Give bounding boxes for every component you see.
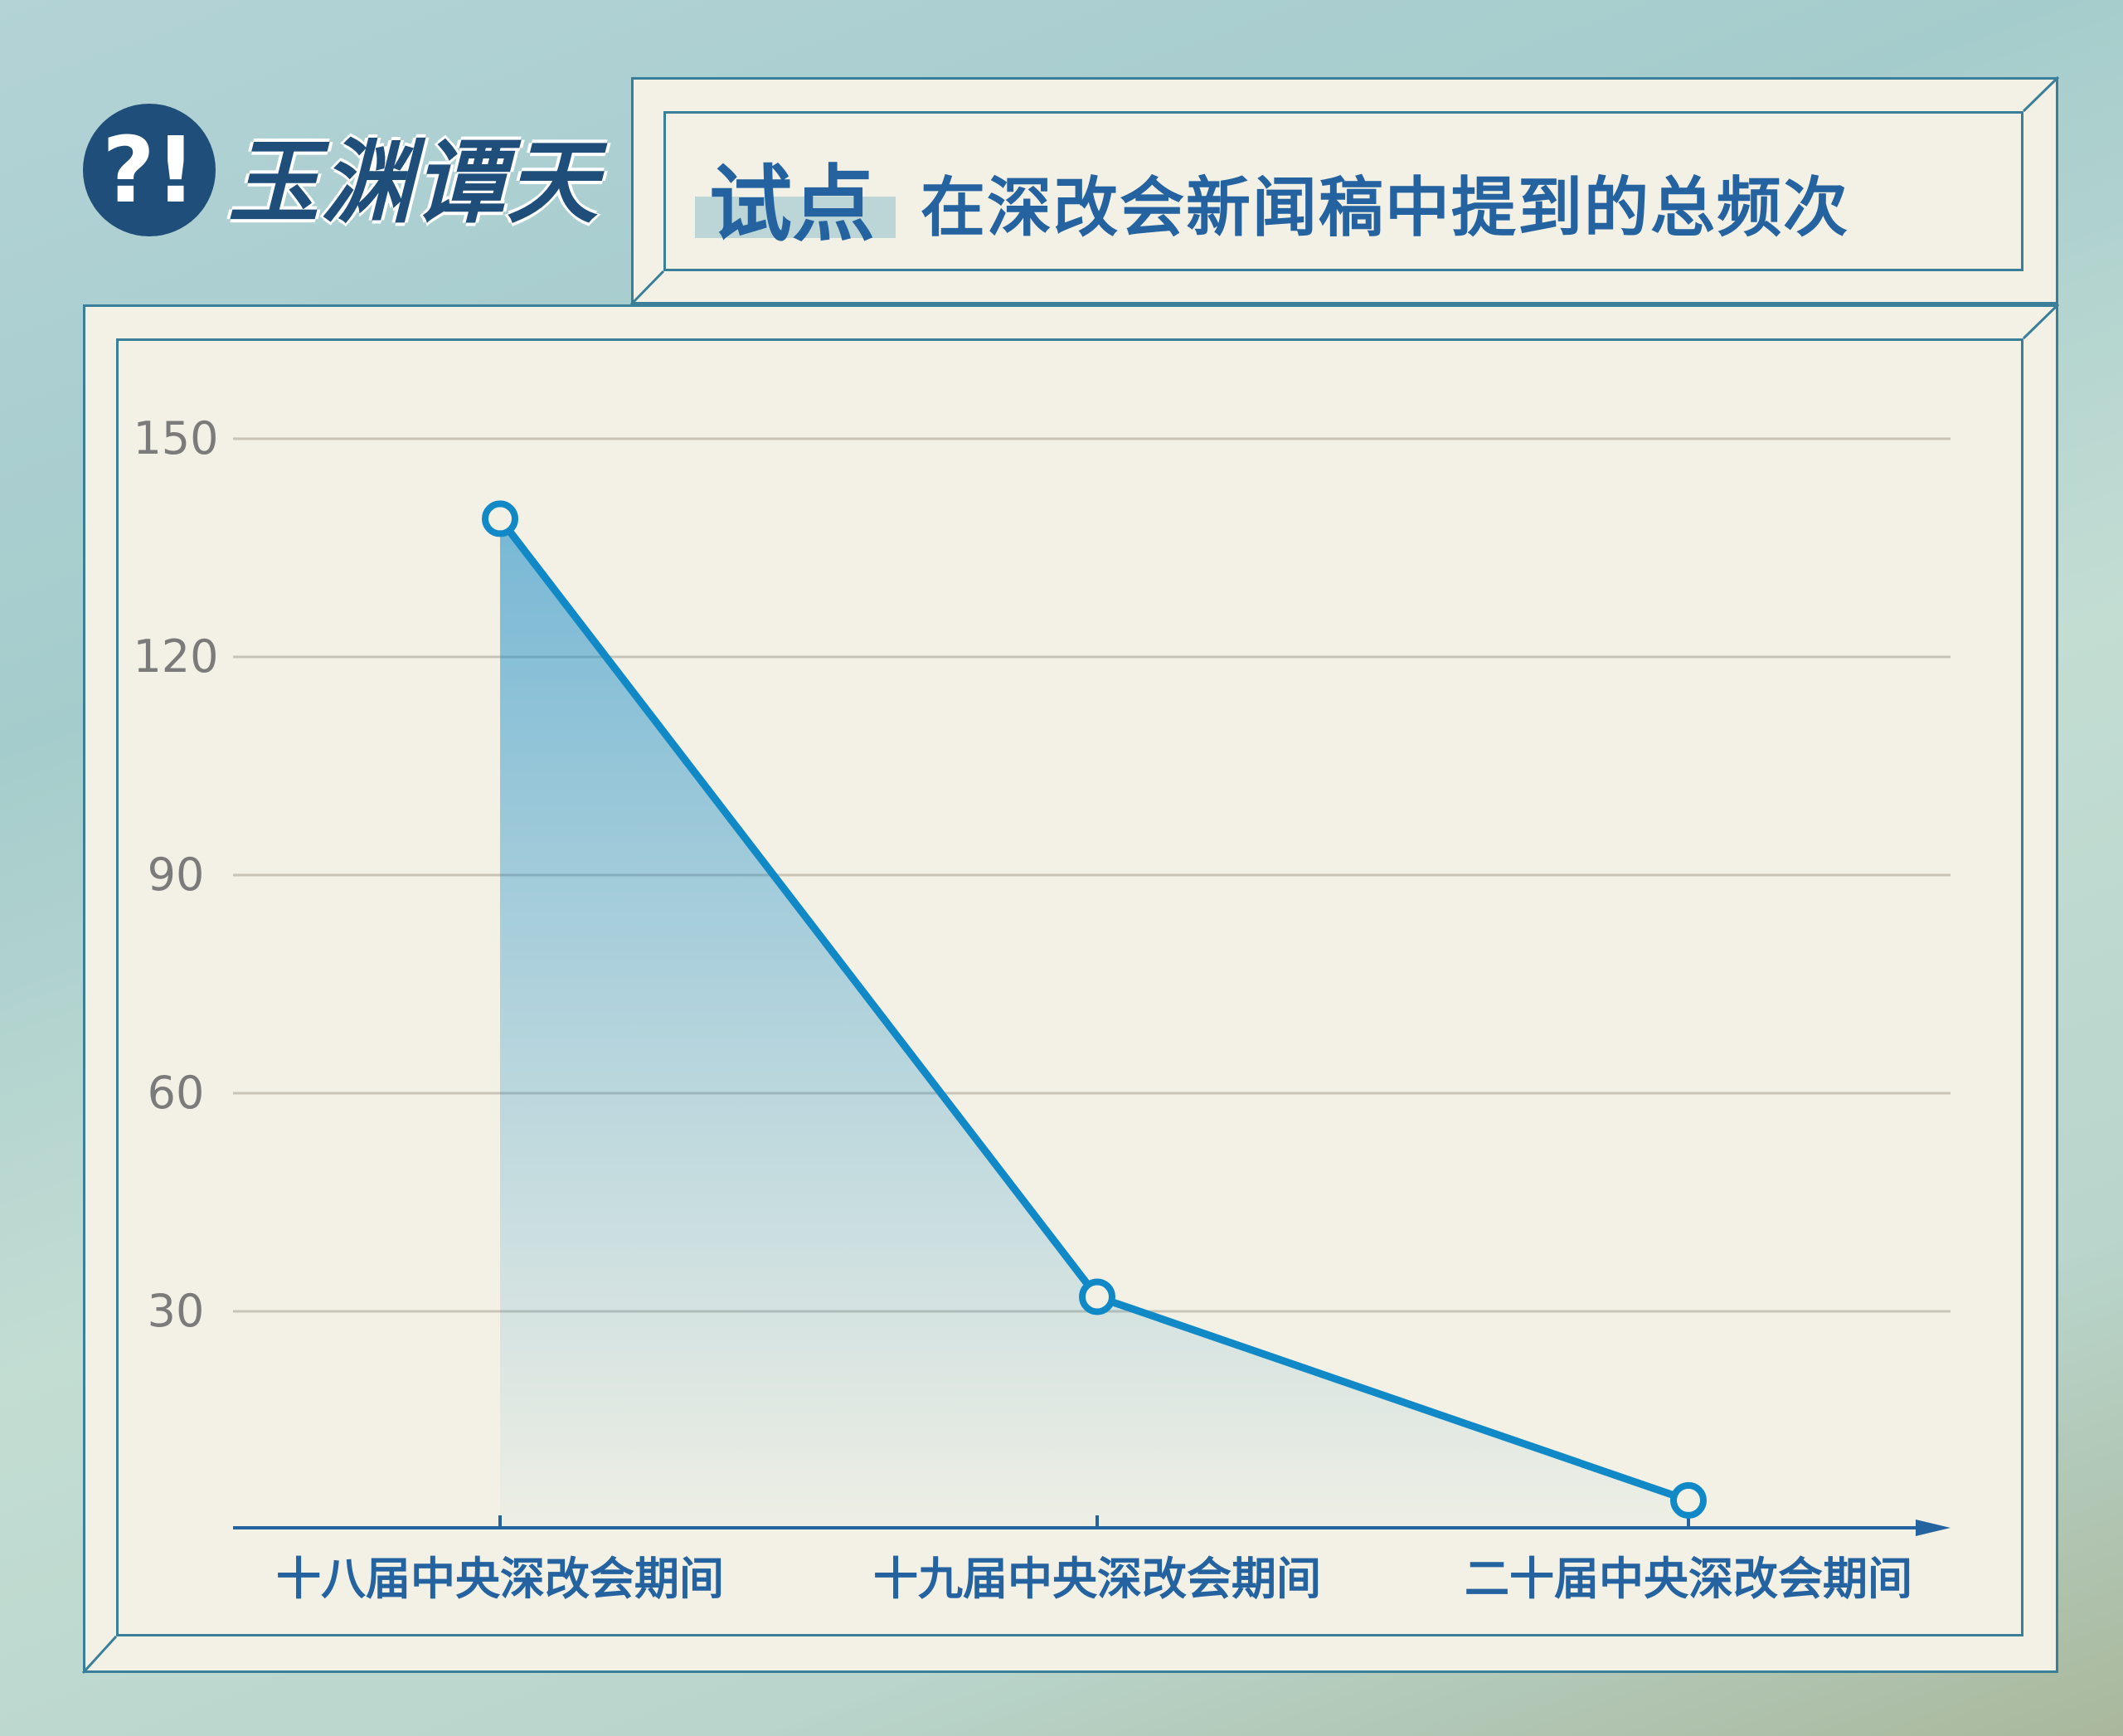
title-frame-inner — [663, 111, 2023, 271]
data-point — [1670, 1481, 1707, 1519]
title-highlight-text: 试点 — [709, 156, 875, 253]
data-point — [482, 500, 518, 537]
chart-frame-inner — [116, 338, 2023, 1636]
area-fill — [500, 518, 1688, 1529]
y-tick-label: 60 — [148, 1067, 205, 1119]
title-frame — [631, 77, 2058, 304]
x-tick-label: 十八届中央深改会期间 — [276, 1553, 724, 1605]
title-highlight — [695, 197, 896, 238]
chart-title: 在深改会新闻稿中提到的总频次 — [921, 171, 1850, 246]
y-tick-label: 120 — [133, 630, 218, 683]
y-tick-label: 150 — [133, 412, 218, 464]
x-axis-arrow-icon — [1916, 1520, 1951, 1536]
brand-name: 玉渊谭天 — [228, 129, 600, 236]
logo-mark-icon: ?! — [102, 117, 197, 223]
x-tick-label: 十九届中央深改会期间 — [873, 1553, 1321, 1605]
x-tick-label: 二十届中央深改会期间 — [1465, 1553, 1912, 1605]
data-point — [1079, 1278, 1115, 1315]
brand-logo: ?! — [83, 104, 216, 236]
y-tick-label: 90 — [148, 849, 205, 901]
y-tick-label: 30 — [148, 1285, 205, 1337]
